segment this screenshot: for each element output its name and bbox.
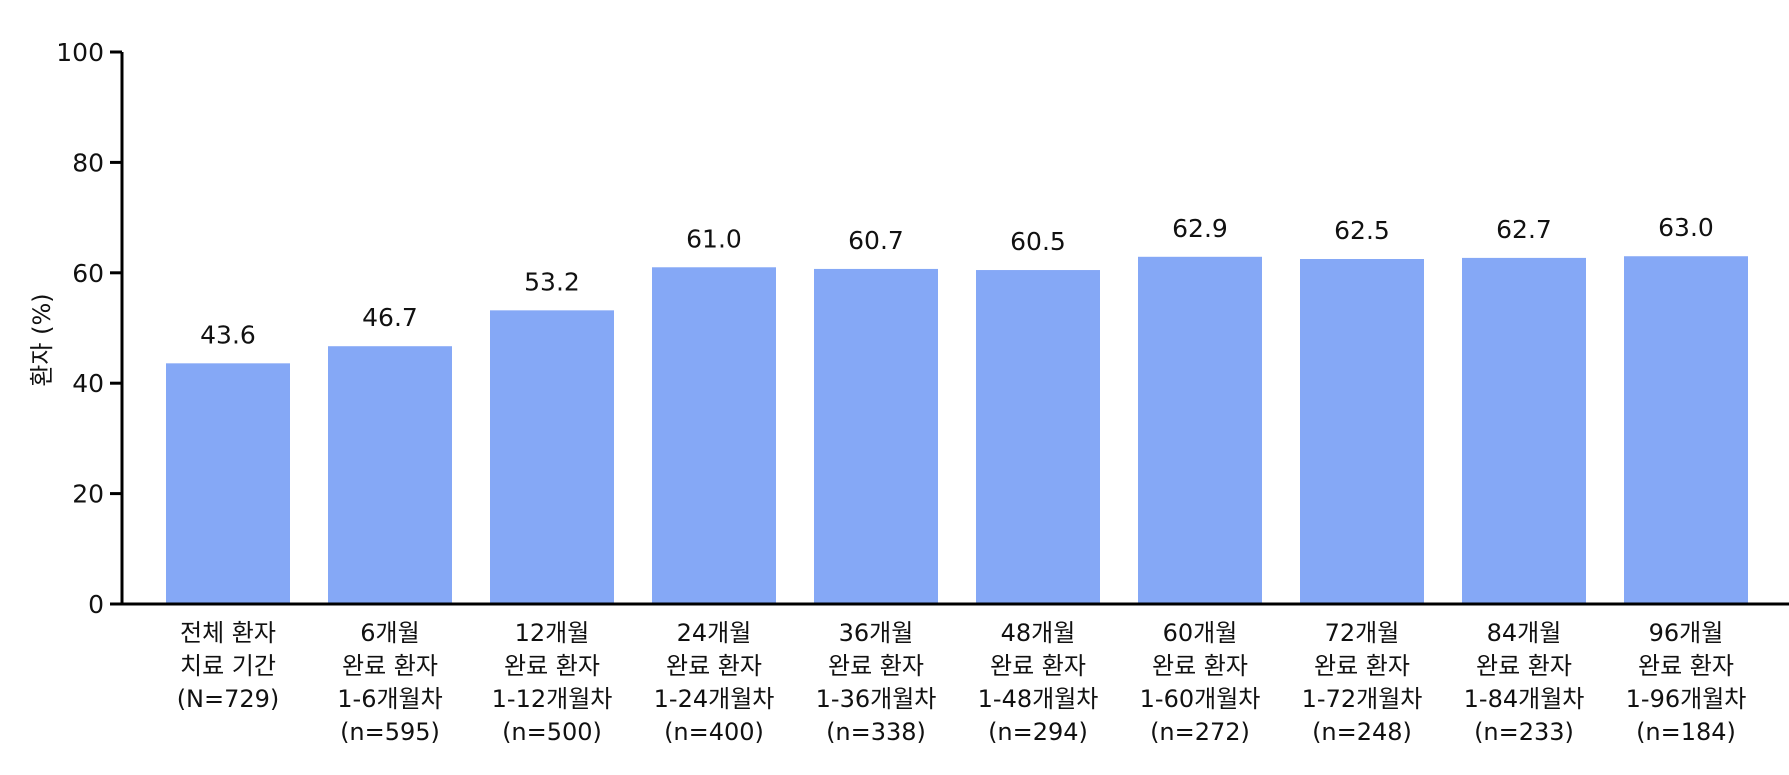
x-category-label-line: 1-60개월차 <box>1140 685 1261 713</box>
x-category-label-line: 96개월 <box>1649 619 1724 647</box>
x-category-label-line: (n=338) <box>826 718 926 746</box>
x-category-label-line: (n=500) <box>502 718 602 746</box>
x-category-label-line: 1-72개월차 <box>1302 685 1423 713</box>
x-category-label-line: 1-84개월차 <box>1464 685 1585 713</box>
x-category-label-line: 1-48개월차 <box>978 685 1099 713</box>
x-category-label-line: 36개월 <box>839 619 914 647</box>
x-category-label-line: 60개월 <box>1163 619 1238 647</box>
x-category-label-line: (n=184) <box>1636 718 1736 746</box>
x-category-label-line: 24개월 <box>677 619 752 647</box>
bar <box>490 310 614 604</box>
y-tick-label: 60 <box>72 259 104 288</box>
bar <box>1624 256 1748 604</box>
x-category-label-line: 완료 환자 <box>342 652 438 680</box>
x-category-label-line: 완료 환자 <box>666 652 762 680</box>
x-category-label-line: 1-96개월차 <box>1626 685 1747 713</box>
x-category-label-line: (n=400) <box>664 718 764 746</box>
x-category-label-line: 완료 환자 <box>828 652 924 680</box>
x-category-label-line: 48개월 <box>1001 619 1076 647</box>
bar <box>166 363 290 604</box>
x-category-label-line: 완료 환자 <box>504 652 600 680</box>
y-tick-label: 80 <box>72 148 104 177</box>
x-category-label-line: 1-24개월차 <box>654 685 775 713</box>
y-tick-label: 100 <box>56 38 104 67</box>
x-category-label-line: (n=294) <box>988 718 1088 746</box>
bar <box>652 267 776 604</box>
x-category-label-line: (n=272) <box>1150 718 1250 746</box>
x-category-label-line: 완료 환자 <box>1476 652 1572 680</box>
x-category-label-line: 72개월 <box>1325 619 1400 647</box>
bar-value-label: 43.6 <box>200 320 256 349</box>
x-category-label-line: (n=233) <box>1474 718 1574 746</box>
x-category-label-line: 완료 환자 <box>1638 652 1734 680</box>
x-category-label-line: (N=729) <box>177 685 280 713</box>
bar <box>1138 256 1262 604</box>
bar-value-label: 62.7 <box>1496 215 1552 244</box>
y-tick-label: 0 <box>88 590 104 619</box>
x-category-label-line: 완료 환자 <box>1152 652 1248 680</box>
x-category-label-line: 치료 기간 <box>180 652 276 680</box>
bar-value-label: 61.0 <box>686 224 742 253</box>
y-tick-label: 20 <box>72 480 104 509</box>
bar <box>328 346 452 604</box>
bar-value-label: 53.2 <box>524 267 580 296</box>
bar-value-label: 62.5 <box>1334 216 1390 245</box>
bar <box>1300 259 1424 604</box>
x-category-label-line: (n=248) <box>1312 718 1412 746</box>
bar-value-label: 60.7 <box>848 226 904 255</box>
bar <box>976 270 1100 604</box>
bar-value-label: 46.7 <box>362 303 418 332</box>
x-category-label-line: 12개월 <box>515 619 590 647</box>
x-category-label-line: (n=595) <box>340 718 440 746</box>
x-category-label-line: 6개월 <box>360 619 419 647</box>
x-category-label-line: 완료 환자 <box>1314 652 1410 680</box>
bar-value-label: 60.5 <box>1010 227 1066 256</box>
bar <box>814 268 938 604</box>
bar <box>1462 257 1586 604</box>
y-axis-label: 환자 (%) <box>28 293 56 386</box>
bar-value-label: 63.0 <box>1658 213 1714 242</box>
bar-value-label: 62.9 <box>1172 214 1228 243</box>
x-category-label-line: 1-12개월차 <box>492 685 613 713</box>
x-category-label-line: 1-36개월차 <box>816 685 937 713</box>
x-category-label-line: 1-6개월차 <box>337 685 442 713</box>
x-category-label-line: 84개월 <box>1487 619 1562 647</box>
x-category-label-line: 전체 환자 <box>180 619 276 647</box>
y-tick-label: 40 <box>72 369 104 398</box>
x-category-label-line: 완료 환자 <box>990 652 1086 680</box>
